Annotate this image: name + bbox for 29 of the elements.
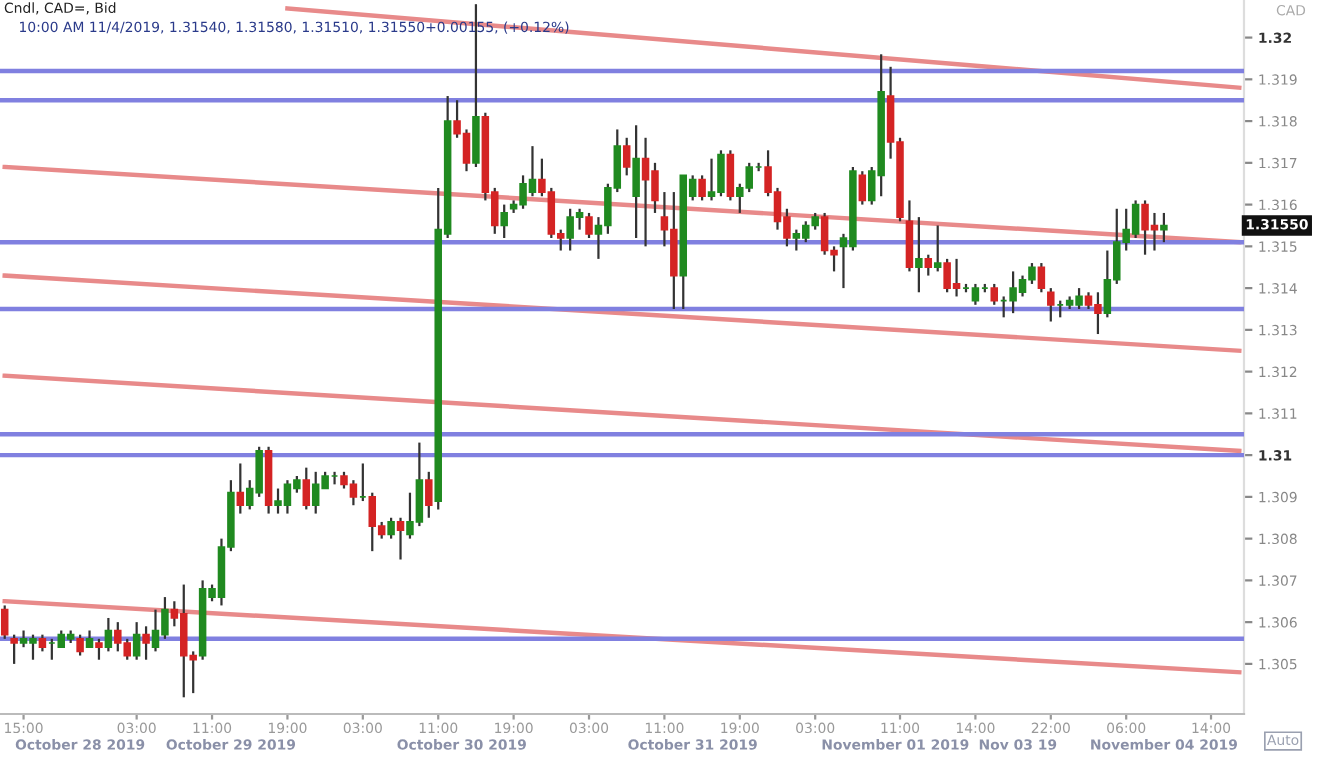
candlestick [368, 491, 377, 553]
candlestick [142, 625, 150, 661]
candlestick [76, 633, 84, 657]
candlestick [1037, 261, 1046, 294]
candlestick [104, 616, 113, 653]
candlestick [1047, 287, 1055, 323]
candlestick [924, 253, 933, 277]
candlestick [302, 466, 311, 511]
candlestick [905, 199, 914, 273]
candlestick [915, 216, 923, 294]
candlestick [933, 224, 942, 273]
candlestick [132, 621, 141, 661]
candlestick [387, 516, 395, 540]
candlestick [698, 174, 706, 202]
candlestick [585, 211, 593, 240]
candlestick [726, 149, 735, 202]
candlestick [858, 170, 867, 206]
candlestick [236, 462, 245, 515]
candlestick [425, 470, 433, 519]
candlestick [622, 136, 631, 177]
candlestick [0, 604, 9, 640]
candlestick [95, 637, 103, 661]
candlestick [971, 282, 980, 306]
candlestick [1160, 211, 1168, 244]
candlestick [500, 203, 508, 240]
candlestick [632, 124, 640, 240]
candlestick [10, 633, 18, 665]
candlestick [990, 282, 999, 306]
candlestick [396, 516, 405, 561]
